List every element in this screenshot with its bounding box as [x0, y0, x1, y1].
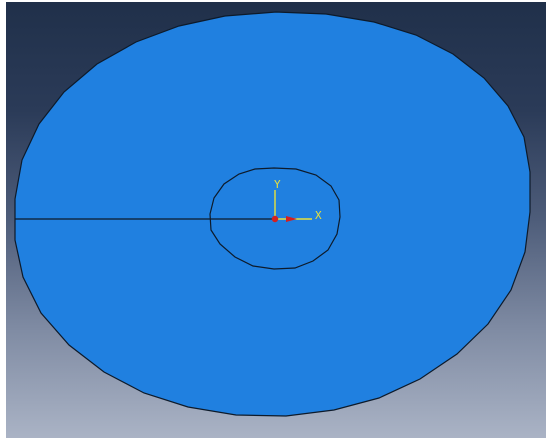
outer-disk-face[interactable] [14, 11, 531, 417]
inner-circle-partition[interactable] [209, 167, 341, 270]
origin-marker [271, 215, 279, 223]
model-scene[interactable]: Y X [6, 2, 546, 438]
triad-x-arrowhead [286, 216, 297, 222]
viewport-canvas[interactable]: Y X [6, 2, 546, 438]
triad-x-label: X [315, 209, 322, 222]
triad-y-label: Y [274, 178, 281, 191]
coordinate-triad-icon: Y X [271, 178, 322, 223]
